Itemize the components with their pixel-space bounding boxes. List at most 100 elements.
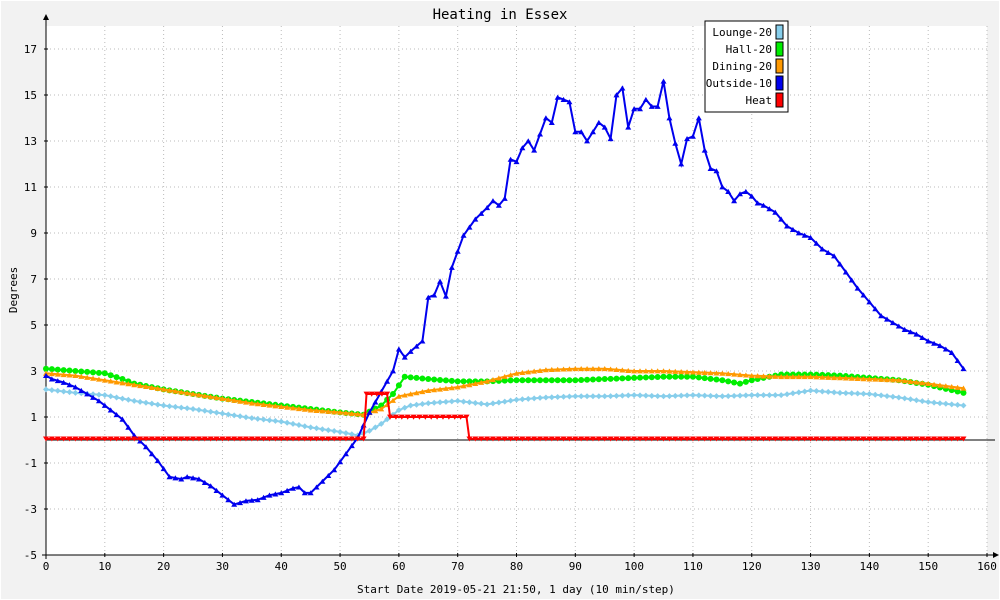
data-point (860, 292, 867, 298)
data-point (572, 393, 579, 400)
data-point (778, 436, 785, 442)
data-point (207, 483, 214, 489)
data-point (742, 188, 749, 194)
data-point (754, 200, 761, 206)
data-point (190, 475, 197, 481)
data-point (107, 393, 114, 400)
data-point (472, 380, 479, 387)
data-point (625, 124, 632, 130)
data-point (901, 326, 908, 332)
x-tick-label: 120 (742, 560, 762, 573)
data-point (607, 375, 614, 382)
data-point (548, 377, 555, 384)
data-point (701, 147, 708, 153)
data-point (407, 391, 414, 397)
data-point (266, 402, 273, 408)
data-point (637, 368, 644, 374)
data-point (631, 374, 638, 381)
data-point (242, 414, 249, 421)
data-point (207, 408, 214, 415)
x-tick-label: 140 (859, 560, 879, 573)
y-tick-label: 11 (24, 181, 37, 194)
data-point (101, 436, 108, 442)
data-point (90, 369, 97, 376)
data-point (884, 393, 891, 400)
data-point (895, 436, 902, 442)
data-point (78, 436, 85, 442)
data-point (378, 420, 385, 427)
data-point (101, 402, 108, 408)
data-point (489, 377, 496, 383)
data-point (648, 374, 655, 381)
data-point (425, 376, 432, 383)
legend-swatch-lounge-20 (775, 24, 784, 40)
data-point (519, 369, 526, 376)
data-point (954, 388, 961, 395)
data-point (519, 436, 526, 442)
data-point (842, 390, 849, 397)
data-point (948, 349, 955, 355)
data-point (578, 129, 585, 135)
data-point (295, 436, 302, 442)
data-point (72, 384, 79, 390)
data-point (354, 411, 361, 417)
data-point (919, 436, 926, 442)
data-point (398, 414, 405, 420)
data-point (507, 377, 514, 384)
data-point (948, 436, 955, 442)
data-point (884, 436, 891, 442)
data-point (307, 436, 314, 442)
data-point (178, 389, 185, 395)
data-point (437, 386, 444, 392)
data-point (272, 417, 279, 424)
data-point (407, 402, 414, 409)
data-point (707, 370, 714, 376)
data-point (113, 394, 120, 401)
data-point (613, 392, 620, 399)
data-point (131, 436, 138, 442)
data-point (507, 372, 514, 378)
data-point (489, 400, 496, 407)
data-point (860, 376, 867, 382)
data-point (384, 416, 391, 423)
data-point (495, 436, 502, 442)
data-point (272, 403, 279, 409)
data-point (666, 115, 673, 121)
data-point (836, 389, 843, 396)
data-point (913, 436, 920, 442)
data-point (266, 436, 273, 442)
data-point (672, 392, 679, 399)
data-point (554, 377, 561, 384)
data-point (848, 375, 855, 381)
data-point (678, 161, 685, 167)
data-point (572, 377, 579, 384)
y-tick-label: 13 (24, 135, 37, 148)
data-point (448, 398, 455, 405)
data-point (489, 436, 496, 442)
x-tick-label: 110 (683, 560, 703, 573)
data-point (836, 436, 843, 442)
data-point (848, 277, 855, 283)
data-point (884, 377, 891, 383)
data-point (154, 436, 161, 442)
data-point (525, 138, 532, 144)
data-point (784, 223, 791, 229)
data-point (513, 159, 520, 165)
data-point (872, 306, 879, 312)
data-point (195, 392, 202, 398)
data-point (619, 367, 626, 373)
data-point (319, 436, 326, 442)
data-point (754, 373, 761, 379)
data-point (554, 393, 561, 400)
x-tick-label: 60 (392, 560, 405, 573)
data-point (325, 408, 332, 414)
data-point (395, 407, 402, 414)
data-point (184, 474, 191, 480)
data-point (201, 436, 208, 442)
data-point (931, 399, 938, 406)
data-point (919, 334, 926, 341)
data-point (648, 103, 655, 109)
data-point (895, 394, 902, 401)
data-point (537, 367, 544, 373)
